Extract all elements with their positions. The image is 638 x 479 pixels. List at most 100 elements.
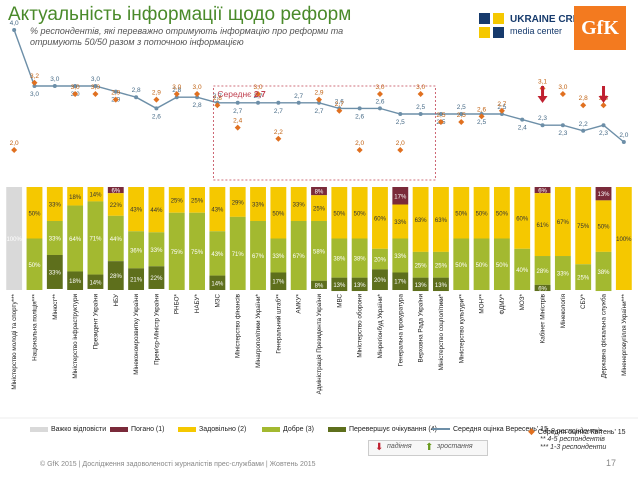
spring-average-marker bbox=[559, 91, 566, 97]
bar-segment bbox=[575, 187, 592, 265]
bar-segment bbox=[392, 238, 409, 273]
bar-data-label: 20% bbox=[374, 278, 387, 284]
autumn-average-point bbox=[317, 100, 321, 105]
spring-average-label: 3,0 bbox=[254, 84, 263, 91]
bar-data-label: 33% bbox=[557, 272, 570, 278]
autumn-average-label: 2,7 bbox=[314, 108, 323, 115]
autumn-average-point bbox=[377, 106, 382, 111]
bar-segment bbox=[270, 272, 287, 290]
autumn-average-label: 3,0 bbox=[91, 76, 100, 83]
bar-segment bbox=[290, 220, 307, 290]
bar-data-label: 50% bbox=[496, 211, 509, 217]
spring-average-marker bbox=[11, 147, 18, 153]
bar-segment bbox=[189, 187, 205, 213]
bar-data-label: 25% bbox=[191, 198, 204, 204]
spring-average-marker bbox=[580, 102, 587, 109]
bar-segment bbox=[311, 220, 327, 281]
spring-average-label: 3,0 bbox=[558, 84, 567, 91]
bar-data-label: 17% bbox=[394, 280, 407, 286]
spring-average-marker bbox=[437, 119, 444, 125]
bar-segment bbox=[311, 187, 327, 196]
overall-average-label: Середнє 2,7 bbox=[217, 89, 266, 99]
category-label: МОЗ* bbox=[519, 293, 526, 310]
autumn-average-point bbox=[499, 112, 504, 116]
spring-average-marker bbox=[397, 147, 404, 153]
autumn-average-point bbox=[93, 84, 98, 88]
bar-segment bbox=[554, 256, 571, 290]
legend-satisfactory: Задовільно (2) bbox=[178, 426, 246, 433]
spring-average-label: 2,7 bbox=[335, 101, 344, 108]
bar-segment bbox=[534, 256, 551, 285]
autumn-average-point bbox=[113, 89, 118, 94]
bar-segment bbox=[209, 275, 226, 290]
bar-segment bbox=[595, 251, 612, 292]
autumn-average-label: 2,7 bbox=[213, 93, 222, 100]
spring-average-marker bbox=[478, 113, 485, 120]
category-label: СБУ* bbox=[580, 293, 587, 309]
bar-segment bbox=[6, 187, 23, 290]
category-label: Міністерство культури** bbox=[457, 293, 465, 363]
spring-average-label: 3,0 bbox=[416, 84, 425, 91]
bar-segment bbox=[311, 280, 327, 289]
bar-data-label: 50% bbox=[333, 211, 346, 217]
bar-data-label: 50% bbox=[28, 263, 41, 269]
autumn-average-point bbox=[621, 140, 626, 144]
bar-data-label: 50% bbox=[496, 263, 509, 269]
spring-average-label: 2,5 bbox=[436, 112, 445, 119]
bar-segment bbox=[26, 187, 43, 239]
autumn-average-point bbox=[560, 123, 565, 128]
legend-hard: Важко відповісти bbox=[30, 426, 106, 433]
bar-segment bbox=[67, 205, 84, 272]
legend-good: Добре (3) bbox=[262, 426, 314, 433]
bar-data-label: 40% bbox=[516, 268, 529, 274]
bar-segment bbox=[493, 238, 510, 290]
bar-data-label: 33% bbox=[49, 236, 62, 242]
bar-segment bbox=[595, 187, 612, 201]
autumn-average-label: 2,5 bbox=[497, 104, 506, 111]
bar-segment bbox=[189, 212, 205, 290]
ukraine-crisis-logo-icon bbox=[479, 13, 504, 38]
media-center-logo-text: media center bbox=[510, 26, 563, 36]
autumn-average-point bbox=[235, 100, 240, 105]
bar-segment bbox=[67, 187, 84, 206]
autumn-average-point bbox=[134, 95, 139, 100]
autumn-average-label: 2,5 bbox=[477, 119, 486, 126]
legend-spring: ◆ Середня оцінка Квітень' 15 bbox=[528, 426, 626, 436]
bar-segment bbox=[514, 187, 531, 249]
bar-data-label: 100% bbox=[616, 237, 632, 243]
legend-exceeded: Перевершує очікування (4) bbox=[328, 426, 437, 433]
bar-segment bbox=[372, 187, 388, 249]
spring-average-marker bbox=[72, 91, 79, 97]
bar-data-label: 13% bbox=[333, 283, 346, 289]
legend-bad: Погано (1) bbox=[110, 426, 164, 433]
spring-average-label: 2,9 bbox=[314, 90, 323, 97]
bar-data-label: 75% bbox=[171, 250, 184, 256]
category-label: Міненерговугілля України*** bbox=[620, 293, 628, 375]
trend-down-label: падіння bbox=[387, 443, 412, 450]
bar-segment bbox=[148, 187, 165, 233]
bar-data-label: 25% bbox=[435, 263, 448, 269]
bar-data-label: 33% bbox=[272, 254, 285, 260]
bar-segment bbox=[534, 284, 551, 292]
spring-average-marker bbox=[356, 147, 363, 153]
bar-segment bbox=[26, 238, 43, 290]
bar-data-label: 8% bbox=[315, 283, 324, 289]
bar-segment bbox=[229, 216, 246, 290]
bar-data-label: 75% bbox=[577, 224, 590, 230]
bar-data-label: 6% bbox=[538, 189, 547, 195]
bar-segment bbox=[209, 187, 226, 232]
autumn-average-point bbox=[601, 123, 606, 128]
bar-segment bbox=[372, 269, 388, 290]
bar-data-label: 63% bbox=[415, 218, 428, 224]
spring-average-marker bbox=[336, 107, 343, 114]
bar-data-label: 6% bbox=[111, 189, 120, 195]
bar-segment bbox=[168, 212, 185, 290]
bar-segment bbox=[148, 232, 165, 267]
bar-segment bbox=[331, 238, 348, 278]
bar-data-label: 18% bbox=[69, 279, 82, 285]
spring-average-label: 2,0 bbox=[396, 140, 405, 147]
category-label: МОН** bbox=[479, 293, 486, 313]
trend-down-arrow-shaft bbox=[602, 86, 606, 96]
bar-segment bbox=[229, 187, 246, 217]
bar-segment bbox=[412, 251, 429, 278]
